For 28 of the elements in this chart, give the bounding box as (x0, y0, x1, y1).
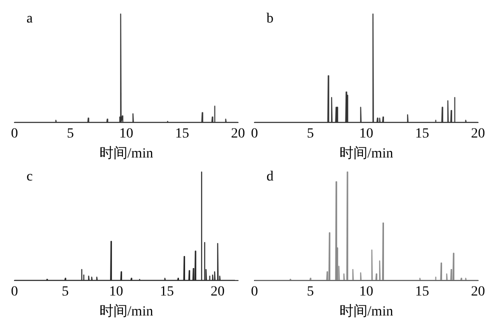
x-tick-label: 0 (251, 126, 258, 142)
x-tick-label: 10 (359, 284, 374, 300)
x-tick-label: 5 (306, 126, 314, 142)
x-tick-label: 15 (175, 126, 190, 142)
x-tick-label: 15 (415, 284, 430, 300)
chart-title: b (266, 12, 274, 27)
x-axis-title: 时间/min (99, 145, 154, 162)
x-tick-label: 20 (471, 284, 485, 300)
x-axis-title: 时间/min (99, 303, 154, 320)
chart-title: a (26, 12, 34, 27)
x-tick-label: 0 (251, 284, 258, 300)
x-axis-title: 时间/min (339, 145, 394, 162)
x-tick-label: 15 (415, 126, 430, 142)
x-tick-label: 0 (11, 126, 18, 142)
x-tick-label: 5 (66, 126, 74, 142)
x-tick-label: 5 (62, 284, 69, 300)
x-tick-label: 20 (231, 126, 245, 142)
x-tick-label: 10 (119, 126, 134, 142)
x-tick-label: 0 (11, 284, 18, 300)
x-tick-label: 15 (160, 284, 174, 300)
x-tick-label: 10 (109, 284, 124, 300)
x-axis-title: 时间/min (339, 303, 394, 320)
x-tick-label: 20 (210, 284, 225, 300)
x-tick-label: 5 (306, 284, 314, 300)
chart-title: c (26, 170, 33, 185)
x-tick-label: 10 (359, 126, 374, 142)
chart-title: d (266, 170, 274, 185)
x-tick-label: 20 (471, 126, 485, 142)
